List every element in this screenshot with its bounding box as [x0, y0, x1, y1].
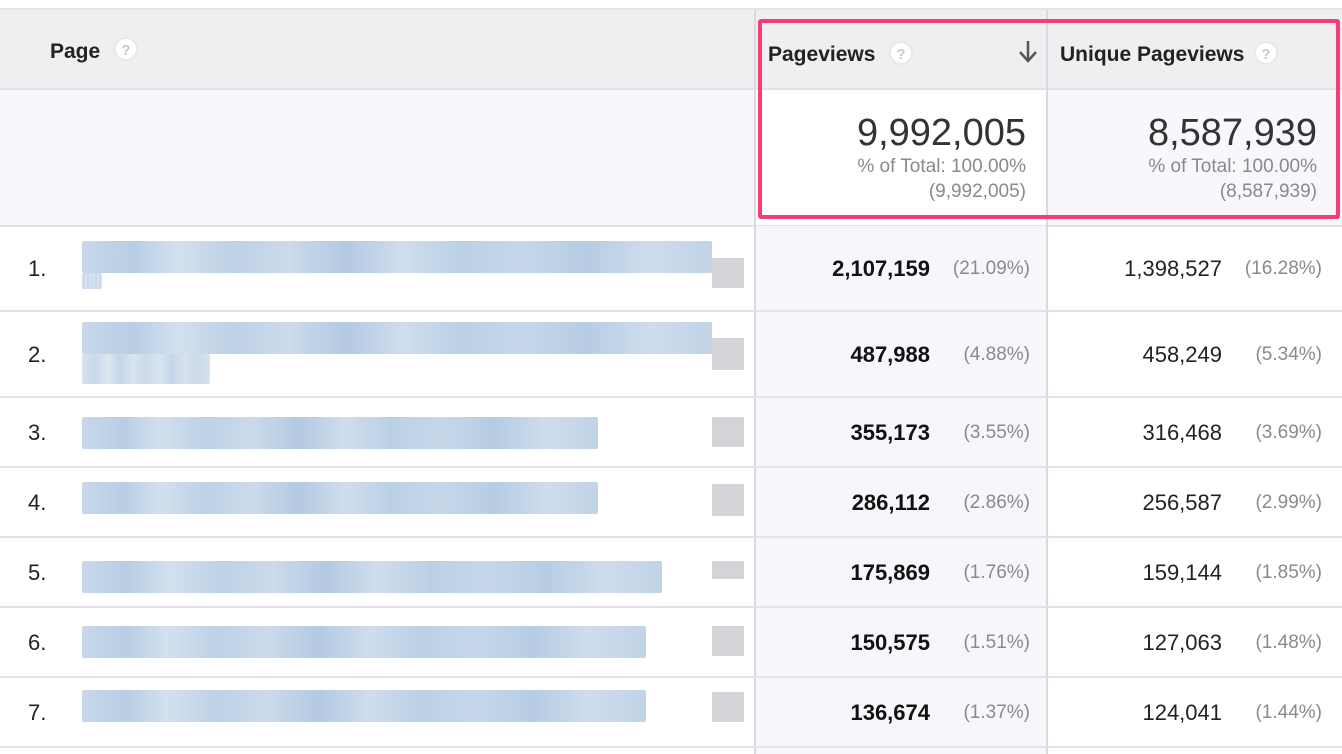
row-unique-pageviews-percent: (1.44%): [1255, 702, 1322, 723]
row-pageviews: 355,173: [850, 420, 930, 445]
page-link-redacted[interactable]: [82, 561, 662, 593]
header-divider: [0, 88, 1342, 90]
header-cell-pageviews[interactable]: Pageviews ?: [756, 10, 1046, 89]
totals-label-cell: [0, 90, 754, 225]
row-divider: [0, 746, 1342, 748]
row-pageviews-percent: (4.88%): [963, 344, 1030, 365]
help-icon[interactable]: ?: [889, 41, 913, 65]
row-divider: [0, 676, 1342, 678]
highlight-box: [758, 19, 1340, 219]
page-link-redacted[interactable]: [82, 626, 646, 658]
total-pageviews-percent: % of Total: 100.00%: [857, 156, 1026, 177]
row-action-icon[interactable]: [712, 561, 744, 579]
row-unique-pageviews-percent: (3.69%): [1255, 422, 1322, 443]
row-pageviews: 2,107,159: [832, 256, 930, 281]
row-action-icon[interactable]: [712, 626, 744, 656]
row-pageviews: 286,112: [851, 490, 930, 515]
row-rank: 7.: [28, 700, 47, 725]
row-pageviews: 487,988: [850, 342, 930, 367]
totals-divider: [0, 225, 1342, 227]
column-divider-1: [754, 10, 756, 754]
total-pageviews-value: 9,992,005: [856, 112, 1026, 154]
row-rank: 6.: [28, 630, 47, 655]
row-pageviews-percent: (1.37%): [963, 702, 1030, 723]
row-action-icon[interactable]: [712, 692, 744, 722]
row-divider: [0, 536, 1342, 538]
row-rank: 4.: [28, 490, 47, 515]
column-header-unique-pageviews[interactable]: Unique Pageviews: [1060, 43, 1245, 66]
row-rank: 1.: [28, 256, 47, 281]
row-unique-pageviews-percent: (1.85%): [1255, 562, 1322, 583]
row-unique-pageviews: 316,468: [1142, 420, 1222, 445]
row-unique-pageviews-percent: (16.28%): [1244, 258, 1322, 279]
row-pageviews-percent: (3.55%): [963, 422, 1030, 443]
help-icon[interactable]: ?: [1254, 41, 1278, 65]
total-unique-pageviews-total: (8,587,939): [1219, 181, 1317, 202]
column-divider-2: [1046, 10, 1048, 754]
row-rank: 2.: [28, 342, 47, 367]
row-divider: [0, 606, 1342, 608]
pageviews-column-bg: [756, 226, 1046, 754]
row-action-icon[interactable]: [712, 484, 744, 516]
total-unique-pageviews-value: 8,587,939: [1147, 112, 1317, 154]
row-pageviews: 150,575: [850, 630, 930, 655]
sort-descending-icon[interactable]: [1016, 38, 1040, 66]
row-pageviews-percent: (1.76%): [963, 562, 1030, 583]
total-pageviews-total: (9,992,005): [928, 181, 1026, 202]
row-unique-pageviews: 124,041: [1142, 700, 1222, 725]
row-pageviews: 175,869: [850, 560, 930, 585]
column-header-pageviews[interactable]: Pageviews: [768, 43, 876, 66]
row-rank: 5.: [28, 560, 47, 585]
row-unique-pageviews-percent: (5.34%): [1255, 344, 1322, 365]
row-unique-pageviews: 1,398,527: [1124, 256, 1222, 281]
page-link-redacted[interactable]: [82, 482, 598, 514]
row-pageviews: 136,674: [850, 700, 930, 725]
top-border: [0, 8, 1342, 10]
totals-unique-pageviews-cell: 8,587,939 % of Total: 100.00% (8,587,939…: [1048, 90, 1342, 225]
row-divider: [0, 310, 1342, 312]
page-link-redacted[interactable]: [82, 273, 102, 289]
header-cell-unique-pageviews[interactable]: Unique Pageviews ?: [1048, 10, 1342, 89]
row-unique-pageviews: 458,249: [1142, 342, 1222, 367]
row-unique-pageviews-percent: (2.99%): [1255, 492, 1322, 513]
row-unique-pageviews: 256,587: [1142, 490, 1222, 515]
row-pageviews-percent: (21.09%): [952, 258, 1030, 279]
row-unique-pageviews: 159,144: [1142, 560, 1222, 585]
row-divider: [0, 466, 1342, 468]
row-action-icon[interactable]: [712, 417, 744, 447]
page-link-redacted[interactable]: [82, 241, 712, 273]
row-pageviews-percent: (2.86%): [963, 492, 1030, 513]
help-icon[interactable]: ?: [114, 37, 138, 61]
row-action-icon[interactable]: [712, 258, 744, 288]
row-unique-pageviews-percent: (1.48%): [1255, 632, 1322, 653]
column-header-page: Page: [50, 40, 101, 63]
page-link-redacted[interactable]: [82, 322, 712, 354]
page-link-redacted[interactable]: [82, 354, 210, 384]
totals-pageviews-cell: 9,992,005 % of Total: 100.00% (9,992,005…: [756, 90, 1046, 225]
row-pageviews-percent: (1.51%): [963, 632, 1030, 653]
page-link-redacted[interactable]: [82, 417, 598, 449]
row-rank: 3.: [28, 420, 47, 445]
row-action-icon[interactable]: [712, 338, 744, 370]
total-unique-pageviews-percent: % of Total: 100.00%: [1148, 156, 1317, 177]
header-cell-page[interactable]: Page ?: [0, 10, 754, 89]
page-link-redacted[interactable]: [82, 690, 646, 722]
row-unique-pageviews: 127,063: [1142, 630, 1222, 655]
row-divider: [0, 396, 1342, 398]
